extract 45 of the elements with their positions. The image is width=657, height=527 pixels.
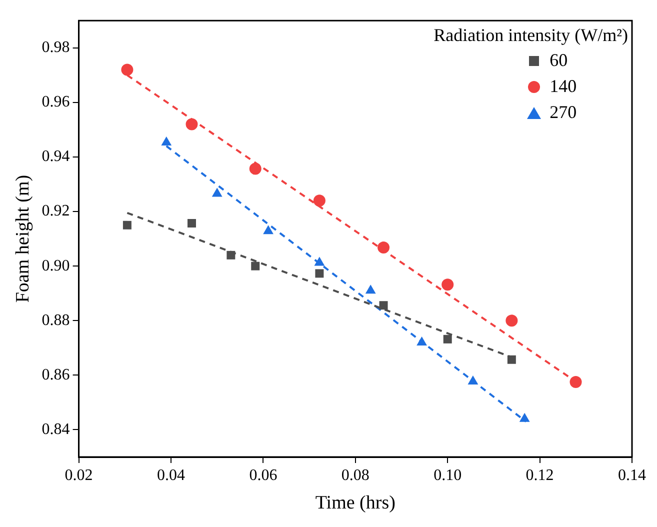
point — [212, 188, 222, 197]
point — [507, 355, 516, 364]
point — [188, 219, 196, 228]
x-tick-label: 0.12 — [526, 466, 554, 484]
y-tick-label: 0.94 — [42, 148, 70, 166]
point — [365, 284, 376, 294]
y-tick-label: 0.98 — [42, 39, 70, 56]
point — [263, 225, 274, 234]
point — [314, 256, 325, 266]
point — [251, 262, 260, 270]
point — [161, 136, 172, 146]
y-axis-title: Foam height (m) — [12, 174, 34, 303]
point — [226, 250, 236, 260]
point — [121, 64, 134, 76]
x-tick-label: 0.06 — [249, 466, 278, 484]
y-tick-label: 0.96 — [42, 94, 70, 111]
x-axis-title: Time (hrs) — [315, 492, 396, 514]
point — [249, 162, 262, 175]
x-tick-label: 0.04 — [157, 466, 185, 484]
y-tick-label: 0.84 — [42, 420, 70, 438]
y-tick-label: 0.90 — [42, 257, 70, 274]
point — [468, 375, 478, 384]
legend-label: 60 — [550, 50, 568, 72]
y-tick-label: 0.88 — [42, 312, 70, 329]
legend-label: 140 — [550, 76, 577, 98]
point — [519, 412, 530, 422]
point — [416, 336, 427, 346]
x-tick-label: 0.14 — [618, 466, 646, 484]
point — [379, 301, 388, 310]
point — [186, 118, 198, 130]
point — [315, 269, 324, 278]
y-tick-label: 0.92 — [42, 202, 70, 220]
point — [442, 278, 454, 291]
legend-label: 270 — [550, 102, 577, 124]
x-tick-label: 0.02 — [64, 466, 93, 484]
point — [570, 376, 582, 388]
x-tick-label: 0.10 — [434, 466, 462, 484]
point — [506, 314, 518, 327]
x-tick-label: 0.08 — [341, 466, 370, 484]
point — [378, 242, 390, 254]
point — [313, 194, 326, 207]
point — [122, 220, 132, 230]
point — [443, 334, 452, 344]
legend-title: Radiation intensity (W/m²) — [434, 24, 628, 46]
y-tick-label: 0.86 — [42, 366, 70, 384]
